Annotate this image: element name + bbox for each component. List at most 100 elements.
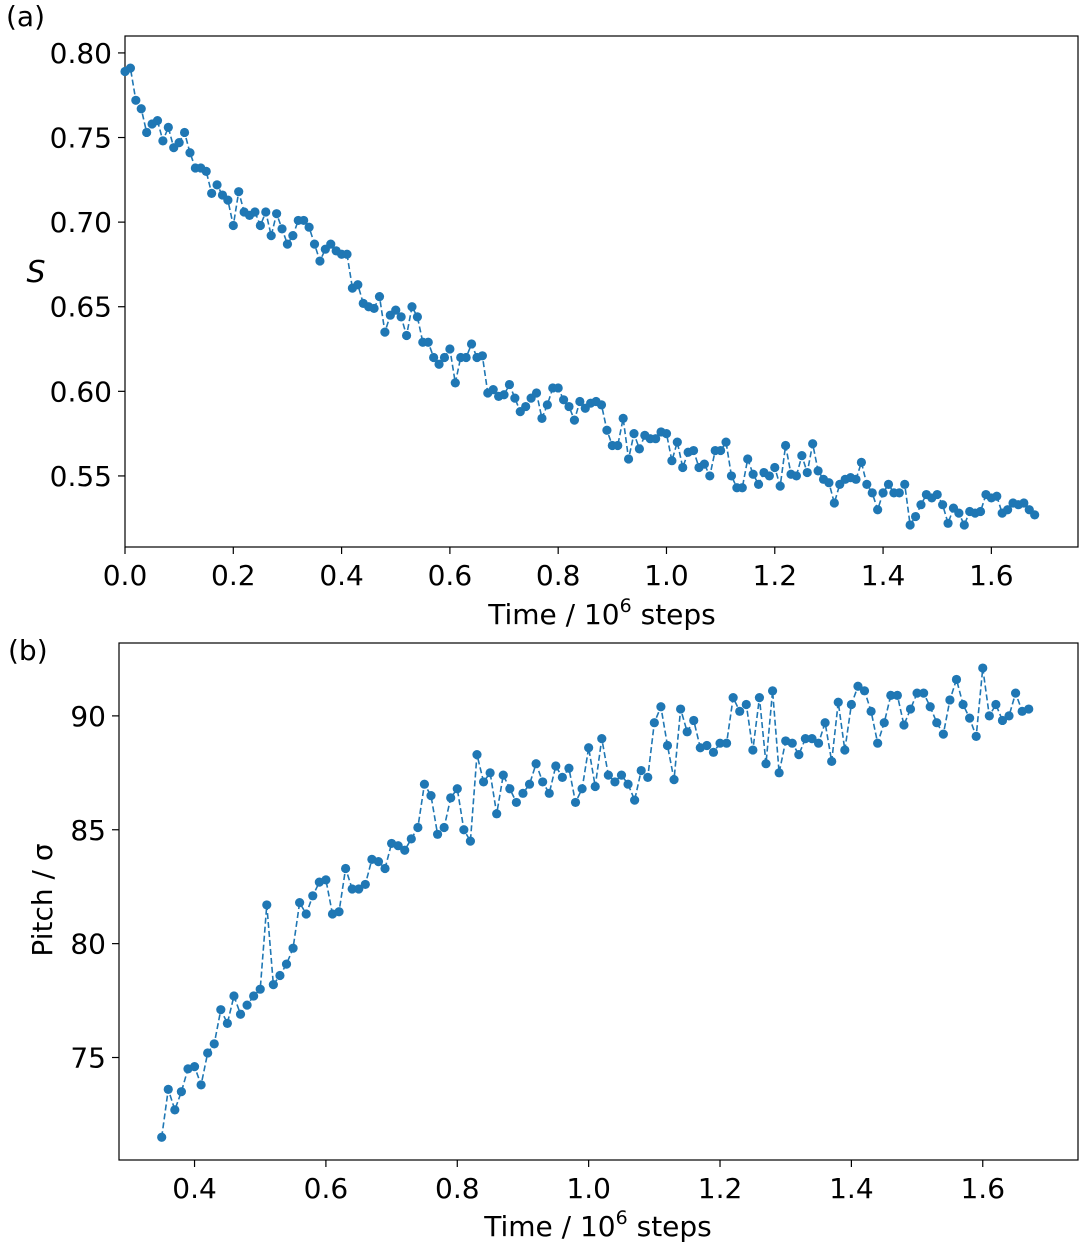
data-point-a-115 xyxy=(743,454,753,464)
data-point-a-127 xyxy=(808,439,818,449)
data-point-b-119 xyxy=(938,729,948,739)
panel-b-xlabel: Time / 106 steps xyxy=(483,1207,712,1243)
data-point-b-30 xyxy=(354,884,364,894)
data-point-b-121 xyxy=(951,674,962,685)
data-point-b-72 xyxy=(630,795,640,805)
x-tick-label-a-4: 0.8 xyxy=(536,559,581,592)
panel-a: (a) S Time / 106 steps 0.0 0.2 0.4 0.6 0.8 1.… xyxy=(6,0,1079,631)
data-point-b-47 xyxy=(465,836,476,846)
data-point-b-132 xyxy=(1024,704,1034,714)
data-point-a-101 xyxy=(667,456,677,466)
y-tick-label-a-0: 0.55 xyxy=(50,460,112,493)
data-point-a-25 xyxy=(255,220,265,231)
data-point-b-118 xyxy=(932,718,942,728)
data-point-a-29 xyxy=(277,224,287,234)
data-point-b-54 xyxy=(511,797,521,808)
data-point-a-21 xyxy=(234,187,244,197)
data-point-a-30 xyxy=(282,239,293,249)
x-tick-label-a-7: 1.4 xyxy=(861,559,906,592)
xlabel-a-tail: steps xyxy=(632,598,716,631)
data-point-a-124 xyxy=(791,471,802,481)
x-tick-label-a-1: 0.2 xyxy=(211,559,256,592)
data-point-a-17 xyxy=(212,180,222,190)
data-point-b-43 xyxy=(439,822,449,833)
data-point-b-129 xyxy=(1004,711,1014,721)
data-point-a-116 xyxy=(748,469,758,479)
data-point-b-126 xyxy=(984,711,994,721)
data-point-b-50 xyxy=(485,768,495,778)
data-point-b-81 xyxy=(689,715,699,726)
data-point-b-117 xyxy=(925,702,935,712)
data-point-a-60 xyxy=(445,344,455,354)
data-point-b-48 xyxy=(472,750,482,760)
data-point-b-58 xyxy=(538,777,548,787)
data-point-a-77 xyxy=(537,413,547,423)
data-point-b-63 xyxy=(570,797,581,808)
data-point-b-44 xyxy=(446,793,456,803)
data-point-a-147 xyxy=(916,500,926,510)
data-point-b-57 xyxy=(531,759,541,769)
data-point-b-99 xyxy=(807,734,817,744)
data-point-a-112 xyxy=(726,471,737,481)
data-point-b-91 xyxy=(754,693,765,703)
xlabel-b-tail: steps xyxy=(628,1210,712,1243)
data-point-b-38 xyxy=(406,834,416,844)
x-tick-label-b-1: 0.6 xyxy=(304,1172,349,1205)
data-point-a-140 xyxy=(878,488,888,498)
data-point-b-122 xyxy=(958,699,968,710)
data-point-a-81 xyxy=(559,395,569,405)
data-point-b-101 xyxy=(820,718,830,728)
data-point-a-151 xyxy=(938,500,948,510)
data-point-b-71 xyxy=(623,779,633,789)
data-point-b-13 xyxy=(242,1000,252,1010)
data-point-b-75 xyxy=(649,718,659,728)
data-point-a-72 xyxy=(510,393,520,403)
data-point-b-87 xyxy=(728,693,738,703)
panel-b-ylabel: Pitch / σ xyxy=(26,843,59,956)
data-point-a-114 xyxy=(737,483,747,493)
data-point-a-58 xyxy=(434,359,444,369)
x-tick-label-b-3: 1.0 xyxy=(566,1172,611,1205)
data-point-a-24 xyxy=(250,207,260,217)
data-point-b-68 xyxy=(603,770,613,780)
data-point-a-15 xyxy=(201,166,211,176)
y-tick-label-b-0: 75 xyxy=(70,1042,106,1075)
data-point-b-78 xyxy=(669,775,679,785)
data-point-b-36 xyxy=(393,841,403,851)
data-point-a-3 xyxy=(136,104,146,114)
x-tick-label-a-6: 1.2 xyxy=(753,559,798,592)
plot-frame-b xyxy=(118,642,1079,1161)
data-point-a-163 xyxy=(1003,505,1013,515)
y-tick-label-a-5: 0.80 xyxy=(50,37,112,70)
data-point-b-114 xyxy=(905,704,916,714)
data-point-a-136 xyxy=(856,457,867,467)
data-point-b-90 xyxy=(748,745,758,755)
data-point-b-123 xyxy=(965,713,975,723)
data-point-b-116 xyxy=(919,688,929,698)
panel-a-xlabel: Time / 106 steps xyxy=(487,595,716,631)
data-point-b-18 xyxy=(275,970,285,981)
x-tick-label-a-5: 1.0 xyxy=(644,559,689,592)
data-point-a-63 xyxy=(461,352,471,363)
data-point-a-161 xyxy=(992,491,1002,501)
data-point-b-105 xyxy=(846,699,856,710)
data-point-b-98 xyxy=(800,734,811,744)
data-point-b-76 xyxy=(656,702,666,712)
data-point-b-93 xyxy=(767,686,778,696)
data-point-a-53 xyxy=(407,302,417,312)
data-point-a-138 xyxy=(867,488,877,498)
data-point-a-125 xyxy=(797,451,807,461)
data-point-a-121 xyxy=(775,481,785,491)
y-tick-label-b-3: 90 xyxy=(70,700,106,733)
data-point-a-47 xyxy=(374,291,385,302)
xlabel-a-exponent: 6 xyxy=(620,595,632,617)
data-point-b-8 xyxy=(209,1039,219,1049)
data-point-b-102 xyxy=(827,756,837,767)
data-point-b-110 xyxy=(879,718,889,728)
data-point-b-9 xyxy=(216,1005,226,1015)
data-point-b-130 xyxy=(1011,688,1021,698)
data-point-b-96 xyxy=(787,738,797,748)
data-point-a-70 xyxy=(499,390,509,400)
data-point-b-61 xyxy=(557,772,567,782)
